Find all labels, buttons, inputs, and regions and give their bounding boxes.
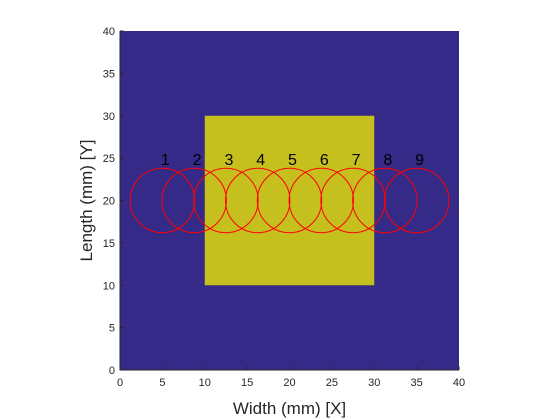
circle-label-5: 5 — [288, 152, 297, 169]
x-axis-ticks: 0 5 10 15 20 25 30 35 40 — [117, 366, 465, 389]
x-tick-label: 40 — [453, 377, 465, 389]
y-axis-label: Length (mm) [Y] — [77, 140, 96, 262]
circle-label-6: 6 — [320, 152, 329, 169]
circle-label-8: 8 — [383, 152, 392, 169]
y-axis-ticks: 0 5 10 15 20 25 30 35 40 — [103, 26, 124, 377]
circle-label-7: 7 — [352, 152, 361, 169]
circle-label-4: 4 — [256, 152, 265, 169]
circle-7 — [320, 167, 386, 234]
y-tick-label: 5 — [109, 323, 115, 335]
y-tick-label: 30 — [103, 111, 115, 123]
x-tick-label: 30 — [368, 377, 380, 389]
x-tick-label: 35 — [411, 377, 423, 389]
plot-area: 1 2 3 4 5 6 7 8 9 — [120, 31, 459, 370]
circle-label-1: 1 — [161, 152, 170, 169]
circle-label-9: 9 — [415, 152, 424, 169]
y-tick-label: 35 — [103, 68, 115, 80]
y-tick-label: 0 — [109, 365, 115, 377]
circle-label-2: 2 — [193, 152, 202, 169]
x-tick-label: 20 — [283, 377, 295, 389]
x-tick-label: 25 — [326, 377, 338, 389]
x-tick-label: 15 — [241, 377, 253, 389]
circle-2 — [161, 167, 227, 234]
circle-6 — [288, 167, 354, 234]
circle-3 — [193, 167, 259, 234]
y-tick-label: 15 — [103, 238, 115, 250]
circles-layer: 1 2 3 4 5 6 7 8 9 — [129, 152, 450, 234]
circle-1 — [129, 167, 196, 234]
x-axis-label: Width (mm) [X] — [233, 399, 346, 418]
circle-label-3: 3 — [224, 152, 233, 169]
circle-5 — [256, 167, 323, 234]
circle-4 — [225, 167, 291, 234]
x-tick-label: 5 — [159, 377, 165, 389]
x-tick-label: 0 — [117, 377, 123, 389]
circle-9 — [383, 167, 450, 234]
y-tick-label: 40 — [103, 26, 115, 38]
y-tick-label: 10 — [103, 280, 115, 292]
y-tick-label: 25 — [103, 153, 115, 165]
circle-8 — [352, 167, 418, 234]
x-tick-label: 10 — [199, 377, 211, 389]
y-tick-label: 20 — [103, 196, 115, 208]
